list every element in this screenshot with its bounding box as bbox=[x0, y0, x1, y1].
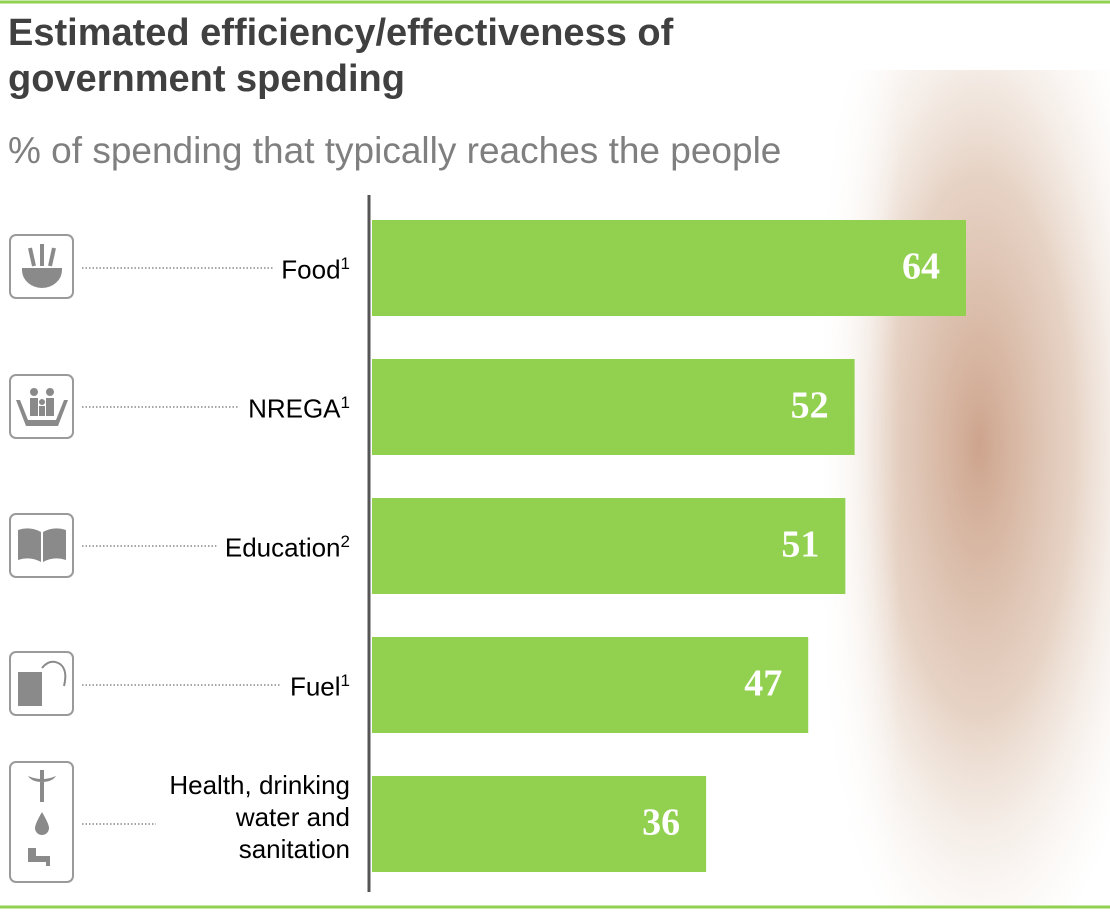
subtitle-box: % of spending that typically reaches the… bbox=[8, 130, 782, 171]
category-label-box: Fuel1 bbox=[50, 665, 350, 703]
photo-fade bbox=[820, 70, 900, 905]
category-footnote: 1 bbox=[340, 254, 350, 273]
category-name: Fuel bbox=[289, 671, 341, 702]
category-footnote: 1 bbox=[340, 393, 350, 412]
icon-food bbox=[9, 234, 74, 299]
category-label: Fuel1 bbox=[50, 665, 350, 703]
bar bbox=[372, 498, 846, 594]
chart-subtitle: % of spending that typically reaches the… bbox=[8, 130, 782, 171]
icon-fuel bbox=[9, 651, 74, 716]
category-label-box: Education2 bbox=[50, 526, 350, 564]
category-label-box: NREGA1 bbox=[50, 387, 350, 425]
category-footnote: 1 bbox=[340, 671, 350, 690]
icon-nrega bbox=[9, 374, 74, 439]
bar bbox=[372, 359, 855, 455]
value-label: 64 bbox=[902, 246, 940, 288]
icon-education bbox=[9, 513, 74, 578]
category-label-box: Health, drinking water and sanitation bbox=[160, 769, 350, 865]
category-name: NREGA bbox=[248, 393, 341, 424]
title-box: Estimated efficiency/effectiveness of go… bbox=[8, 12, 674, 100]
category-label: NREGA1 bbox=[50, 387, 350, 425]
category-label: Food1 bbox=[50, 248, 350, 286]
value-label: 47 bbox=[744, 663, 782, 705]
bar bbox=[372, 637, 809, 733]
category-label-box: Food1 bbox=[50, 248, 350, 286]
value-label: 51 bbox=[781, 524, 819, 566]
category-footnote: 2 bbox=[340, 532, 350, 551]
value-label: 52 bbox=[791, 385, 829, 427]
value-label: 36 bbox=[642, 802, 680, 844]
category-name: Education bbox=[224, 532, 341, 563]
bar bbox=[372, 776, 707, 872]
category-name: Health, drinking water and sanitation bbox=[169, 770, 350, 864]
chart-title: Estimated efficiency/effectiveness of go… bbox=[8, 12, 674, 100]
category-label: Health, drinking water and sanitation bbox=[160, 769, 350, 865]
category-label: Education2 bbox=[50, 526, 350, 564]
category-name: Food bbox=[281, 254, 341, 285]
icon-health bbox=[9, 761, 74, 883]
bar bbox=[372, 220, 966, 316]
